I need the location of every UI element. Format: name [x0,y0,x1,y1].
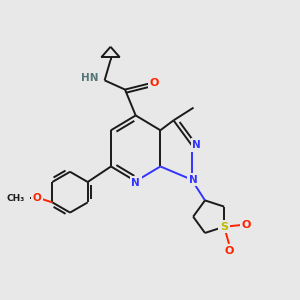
Text: O: O [224,246,234,256]
Text: N: N [131,178,140,188]
Text: N: N [192,140,201,150]
Text: O: O [242,220,251,230]
Text: HN: HN [81,73,99,83]
Text: N: N [189,175,198,184]
Text: CH₃: CH₃ [6,194,24,203]
Text: O: O [33,194,42,203]
Text: O: O [150,78,159,88]
Text: S: S [220,222,228,232]
